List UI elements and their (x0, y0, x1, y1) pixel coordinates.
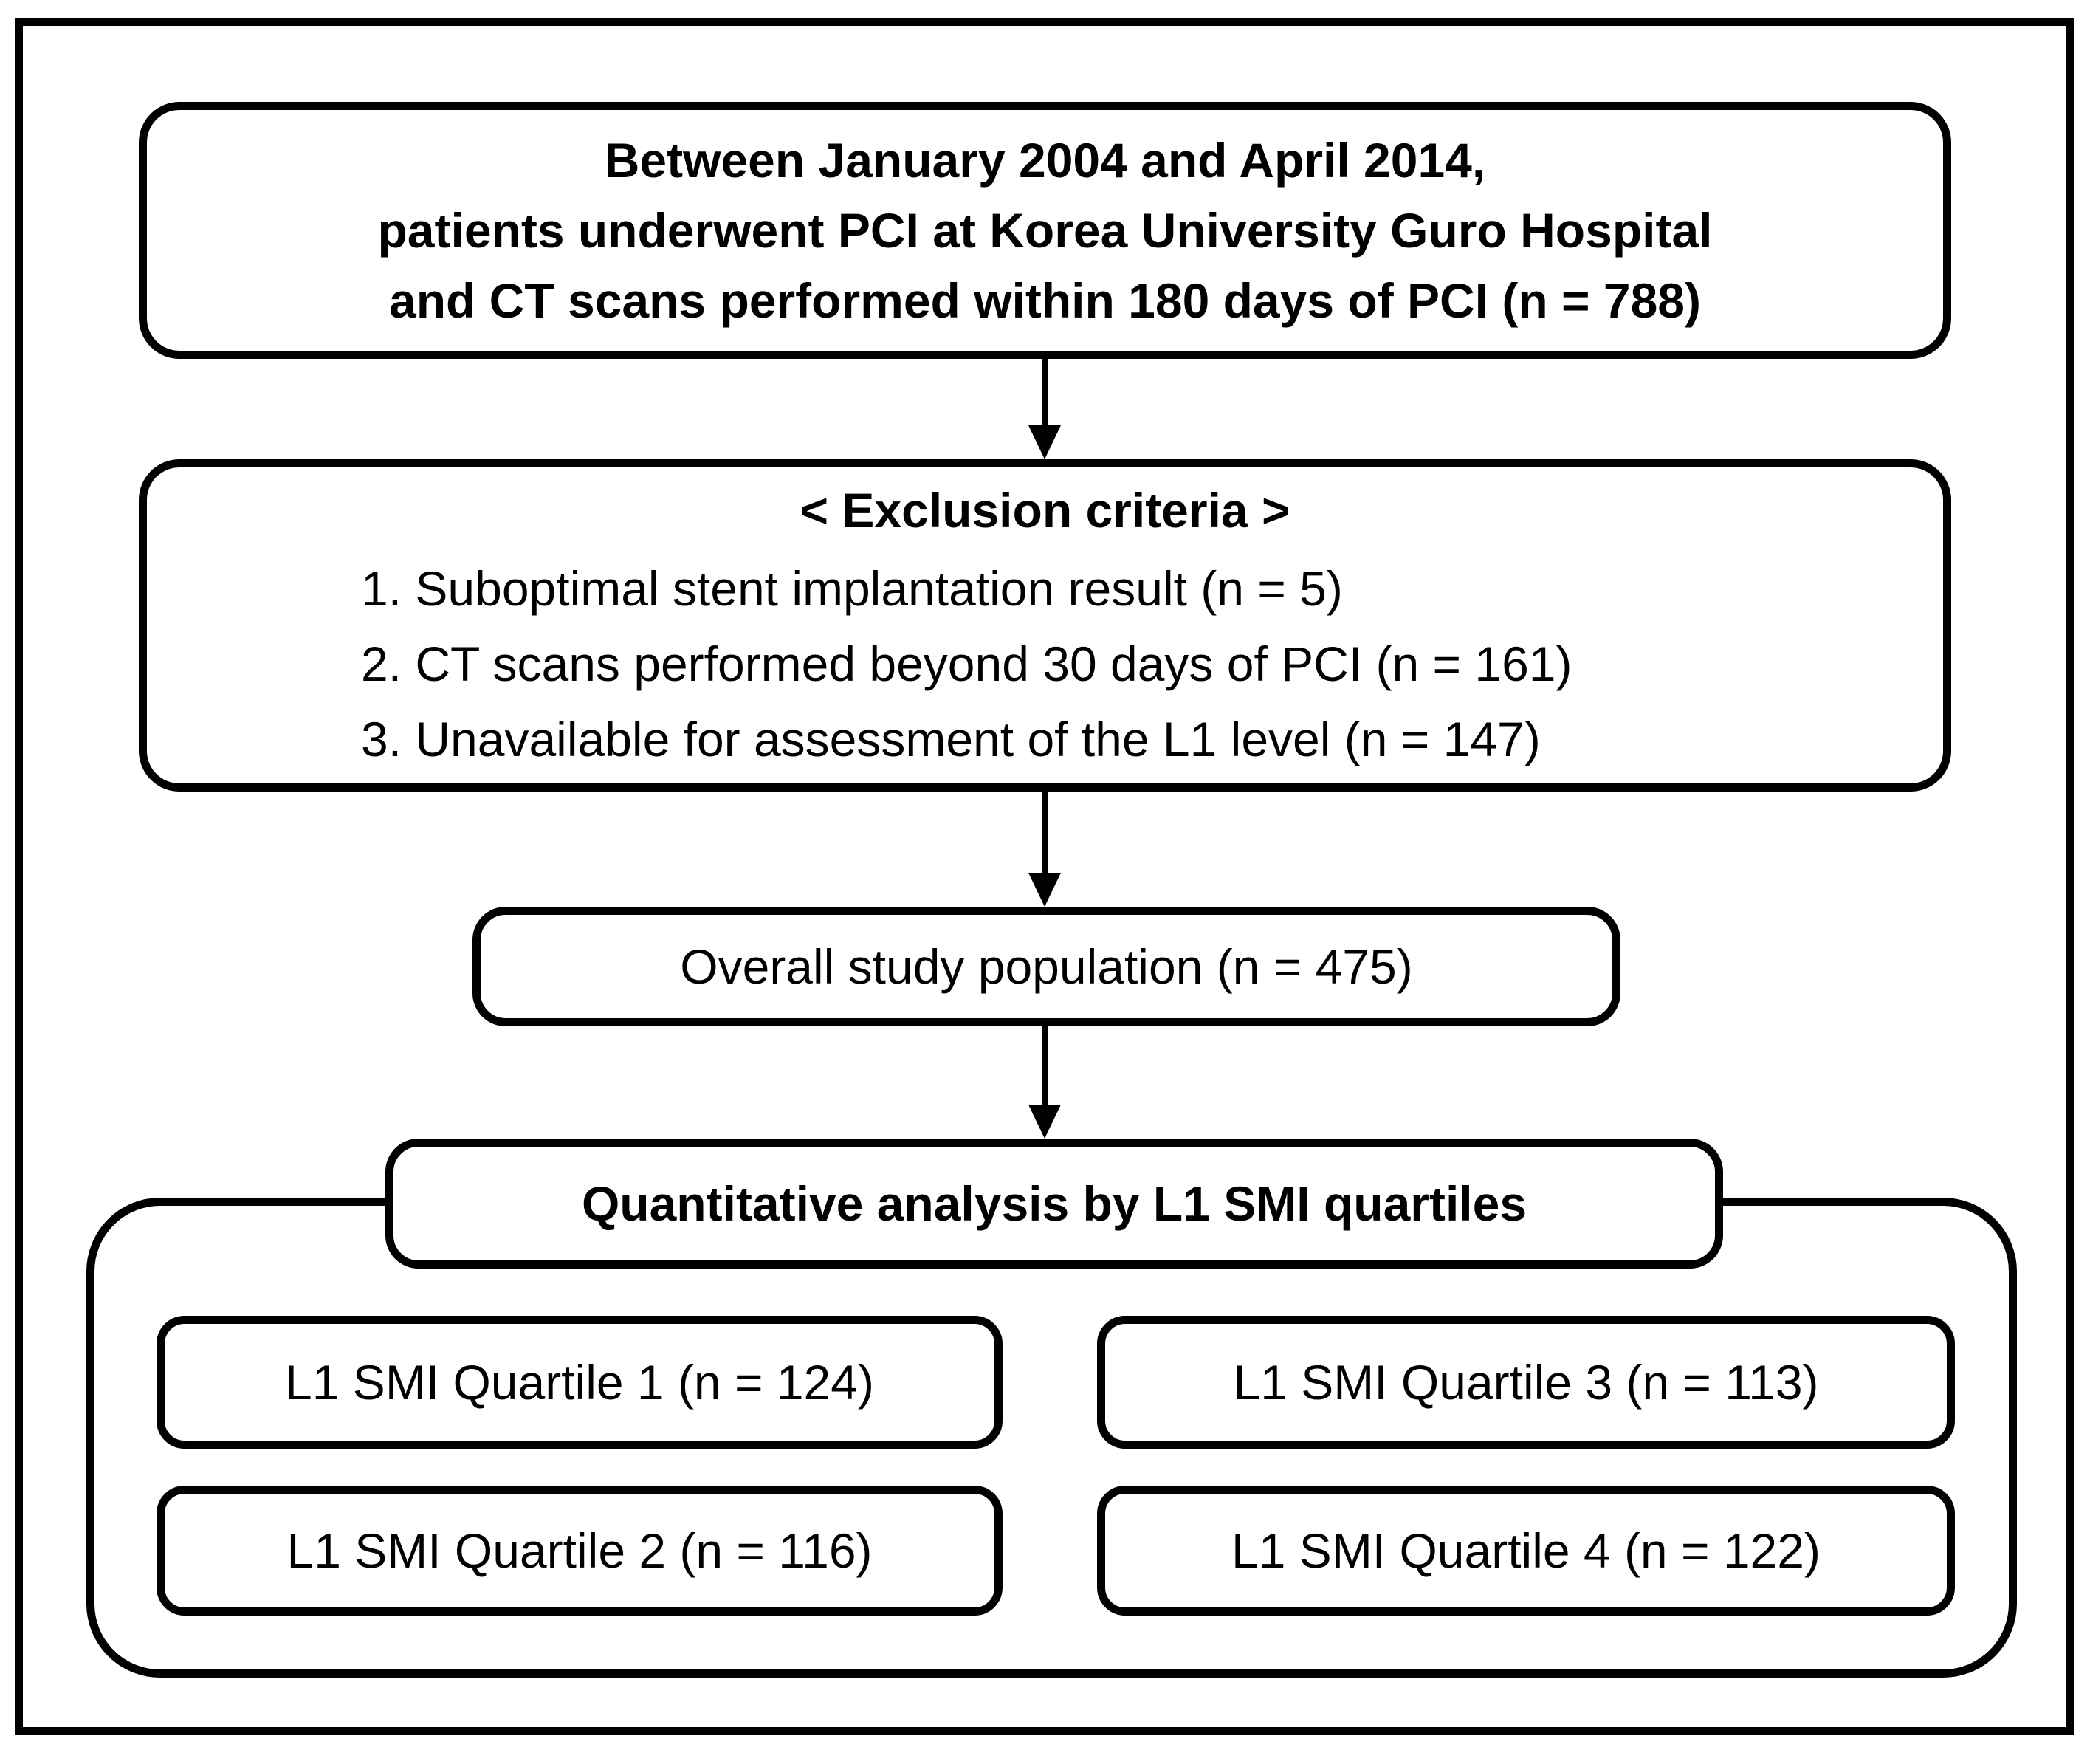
arrow-shaft (1042, 792, 1048, 873)
arrow-head-icon (1028, 873, 1061, 907)
figure-border (15, 18, 2074, 1735)
arrow-head-icon (1028, 1105, 1061, 1139)
exclusion-item: 2. CT scans performed beyond 30 days of … (361, 636, 1572, 691)
exclusion-item: 1. Suboptimal stent implantation result … (361, 561, 1343, 616)
quartile-box-1: L1 SMI Quartile 1 (n = 124) (157, 1316, 1003, 1449)
quartile-box-2: L1 SMI Quartile 2 (n = 116) (157, 1486, 1003, 1616)
exclusion-box: < Exclusion criteria > 1. Suboptimal ste… (139, 459, 1951, 792)
enrollment-line: patients underwent PCI at Korea Universi… (377, 202, 1713, 258)
arrow-head-icon (1028, 425, 1061, 459)
arrow-shaft (1042, 1026, 1048, 1105)
flow-arrow-enrollment-to-exclusion (1028, 359, 1061, 459)
exclusion-title: < Exclusion criteria > (800, 483, 1290, 538)
quartile-label: L1 SMI Quartile 1 (n = 124) (285, 1355, 874, 1410)
population-label: Overall study population (n = 475) (680, 939, 1413, 994)
population-box: Overall study population (n = 475) (472, 907, 1620, 1026)
exclusion-item: 3. Unavailable for assessment of the L1 … (361, 712, 1541, 766)
quartile-box-3: L1 SMI Quartile 3 (n = 113) (1097, 1316, 1955, 1449)
quartile-label: L1 SMI Quartile 2 (n = 116) (286, 1523, 873, 1578)
quartile-label: L1 SMI Quartile 4 (n = 122) (1231, 1523, 1821, 1578)
quartile-label: L1 SMI Quartile 3 (n = 113) (1233, 1355, 1819, 1410)
enrollment-box: Between January 2004 and April 2014, pat… (139, 102, 1951, 359)
flow-arrow-population-to-analysis (1028, 1026, 1061, 1139)
enrollment-line: and CT scans performed within 180 days o… (389, 272, 1701, 328)
arrow-shaft (1042, 359, 1048, 425)
analysis-label: Quantitative analysis by L1 SMI quartile… (581, 1176, 1527, 1231)
quartile-box-4: L1 SMI Quartile 4 (n = 122) (1097, 1486, 1955, 1616)
analysis-box: Quantitative analysis by L1 SMI quartile… (385, 1139, 1723, 1269)
flow-arrow-exclusion-to-population (1028, 792, 1061, 907)
enrollment-line: Between January 2004 and April 2014, (604, 132, 1486, 188)
